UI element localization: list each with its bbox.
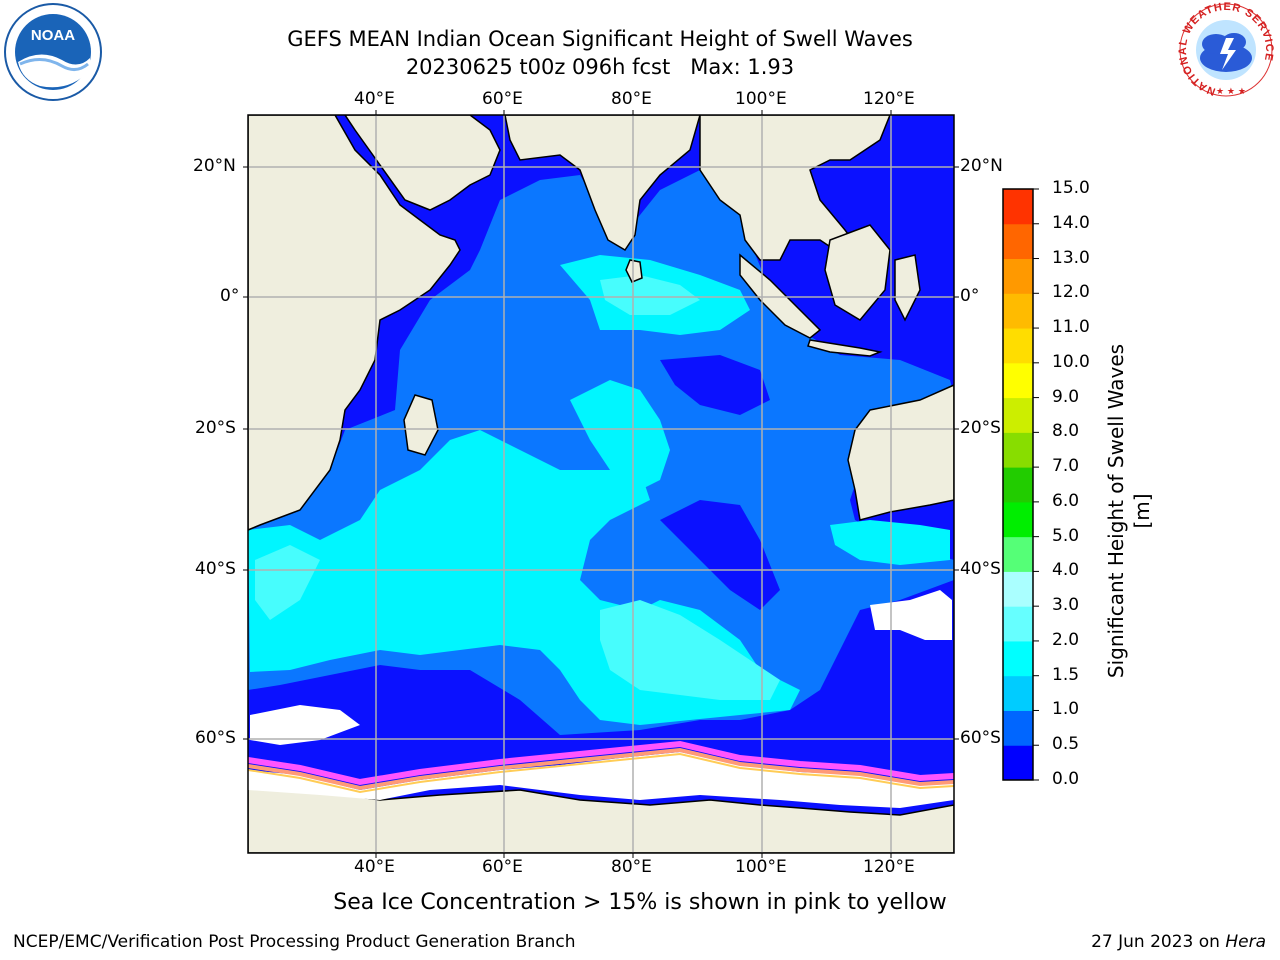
lat-label-left-20n: 20°N [193,156,236,176]
chart-title: GEFS MEAN Indian Ocean Significant Heigh… [287,27,913,51]
colorbar-tick-label: 15.0 [1052,178,1090,198]
colorbar-tick-label: 6.0 [1052,490,1080,511]
colorbar-segment [1003,362,1033,399]
colorbar-segment [1003,293,1033,329]
colorbar-tick-label: 14.0 [1052,212,1090,233]
colorbar-segment [1003,467,1033,503]
colorbar-tick-label: 2.0 [1052,629,1080,650]
swell-band-1-15-c [570,380,670,490]
colorbar-segment [1003,223,1033,260]
lat-label-left-40s: 40°S [195,559,236,579]
lon-label-top-100e: 100°E [735,89,787,109]
colorbar-segment [1003,397,1033,433]
colorbar-segment [1003,745,1033,781]
swell-patch-deep-1 [660,500,780,610]
ice-floe-west [250,705,360,745]
colorbar-segment [1003,675,1033,711]
lon-label-top-80e: 80°E [611,89,652,109]
colorbar-segment [1003,571,1033,607]
ice-edge-yellow [248,752,954,794]
land-java [807,339,883,357]
colorbar-tick-label: 8.0 [1052,421,1080,442]
lon-label-top-60e: 60°E [482,89,523,109]
noaa-logo-text: NOAA [31,27,75,44]
lat-label-right-20n: 20°N [960,156,1003,176]
colorbar-segment [1003,258,1033,294]
lat-label-left-0: 0° [220,286,240,306]
swell-band-1-15-d [830,520,950,565]
land-india [504,115,701,252]
sea-ice [248,752,954,808]
swell-band-15-2 [600,600,780,700]
graticule [248,115,954,853]
lon-label-bottom-120e: 120°E [863,857,915,877]
swell-band-15-2-c [600,275,700,315]
land-australia [847,384,954,521]
lat-label-left-20s: 20°S [195,418,236,438]
colorbar-tick-label: 9.0 [1052,386,1080,407]
colorbar-tick-label: 11.0 [1052,317,1090,338]
nws-logo: NATIONAL WEATHER SERVICE ★ ★ ★ [1177,1,1274,98]
svg-text:★ ★ ★: ★ ★ ★ [1216,87,1246,97]
lon-label-bottom-100e: 100°E [735,857,787,877]
colorbar-tick-label: 10.0 [1052,351,1090,372]
lon-label-bottom-80e: 80°E [611,857,652,877]
colorbar-frame [1002,188,1034,781]
map-ticks [243,110,959,858]
colorbar-segment [1003,606,1033,642]
colorbar-segment [1003,189,1033,225]
colorbar-segment [1003,536,1033,572]
colorbar-tick-label: 1.5 [1052,664,1080,685]
lat-label-right-0: 0° [960,286,980,306]
land-madagascar [403,394,439,456]
lat-label-right-20s: 20°S [960,418,1001,438]
lon-label-top-120e: 120°E [863,89,915,109]
colorbar-segment [1003,501,1033,538]
colorbar-tick-label: 5.0 [1052,525,1080,546]
footer-date: 27 Jun 2023 on Hera [1091,932,1266,952]
sea-ice-caption: Sea Ice Concentration > 15% is shown in … [333,890,947,915]
lon-label-top-40e: 40°E [354,89,395,109]
lat-label-right-60s: 60°S [960,728,1001,748]
ice-edge-orange [248,747,954,791]
colorbar-tick-label: 7.0 [1052,456,1080,477]
lat-label-right-40s: 40°S [960,559,1001,579]
swell-patch-deep-3 [660,355,770,415]
map-frame [247,114,955,854]
colorbar-label: Significant Height of Swell Waves [m] [1104,343,1154,679]
swell-band-15-2-b [255,545,320,620]
colorbar-tick-label: 13.0 [1052,247,1090,268]
lon-label-bottom-60e: 60°E [482,857,523,877]
lat-label-left-60s: 60°S [195,728,236,748]
colorbar [1003,188,1039,781]
colorbar-segment [1003,710,1033,746]
land-sulawesi [894,254,921,322]
land-africa [248,115,461,531]
colorbar-tick-label: 1.0 [1052,699,1080,720]
colorbar-tick-label: 0.5 [1052,734,1080,755]
colorbar-tick-label: 12.0 [1052,282,1090,303]
colorbar-segment [1003,328,1033,364]
land-srilanka [625,259,643,283]
colorbar-tick-label: 0.0 [1052,769,1080,789]
colorbar-tick-label: 3.0 [1052,595,1080,616]
footer-credit: NCEP/EMC/Verification Post Processing Pr… [13,932,576,952]
colorbar-tick-label: 4.0 [1052,560,1080,581]
lon-label-bottom-40e: 40°E [354,857,395,877]
colorbar-segment [1003,432,1033,468]
ice-edge-pink [248,740,954,786]
colorbar-segment [1003,640,1033,677]
footer-host: Hera [1225,932,1266,952]
land-antarctica [248,779,954,853]
footer-date-text: 27 Jun 2023 on [1091,932,1226,952]
chart-subtitle: 20230625 t00z 096h fcst Max: 1.93 [405,55,795,79]
noaa-logo: NOAA [4,3,102,101]
